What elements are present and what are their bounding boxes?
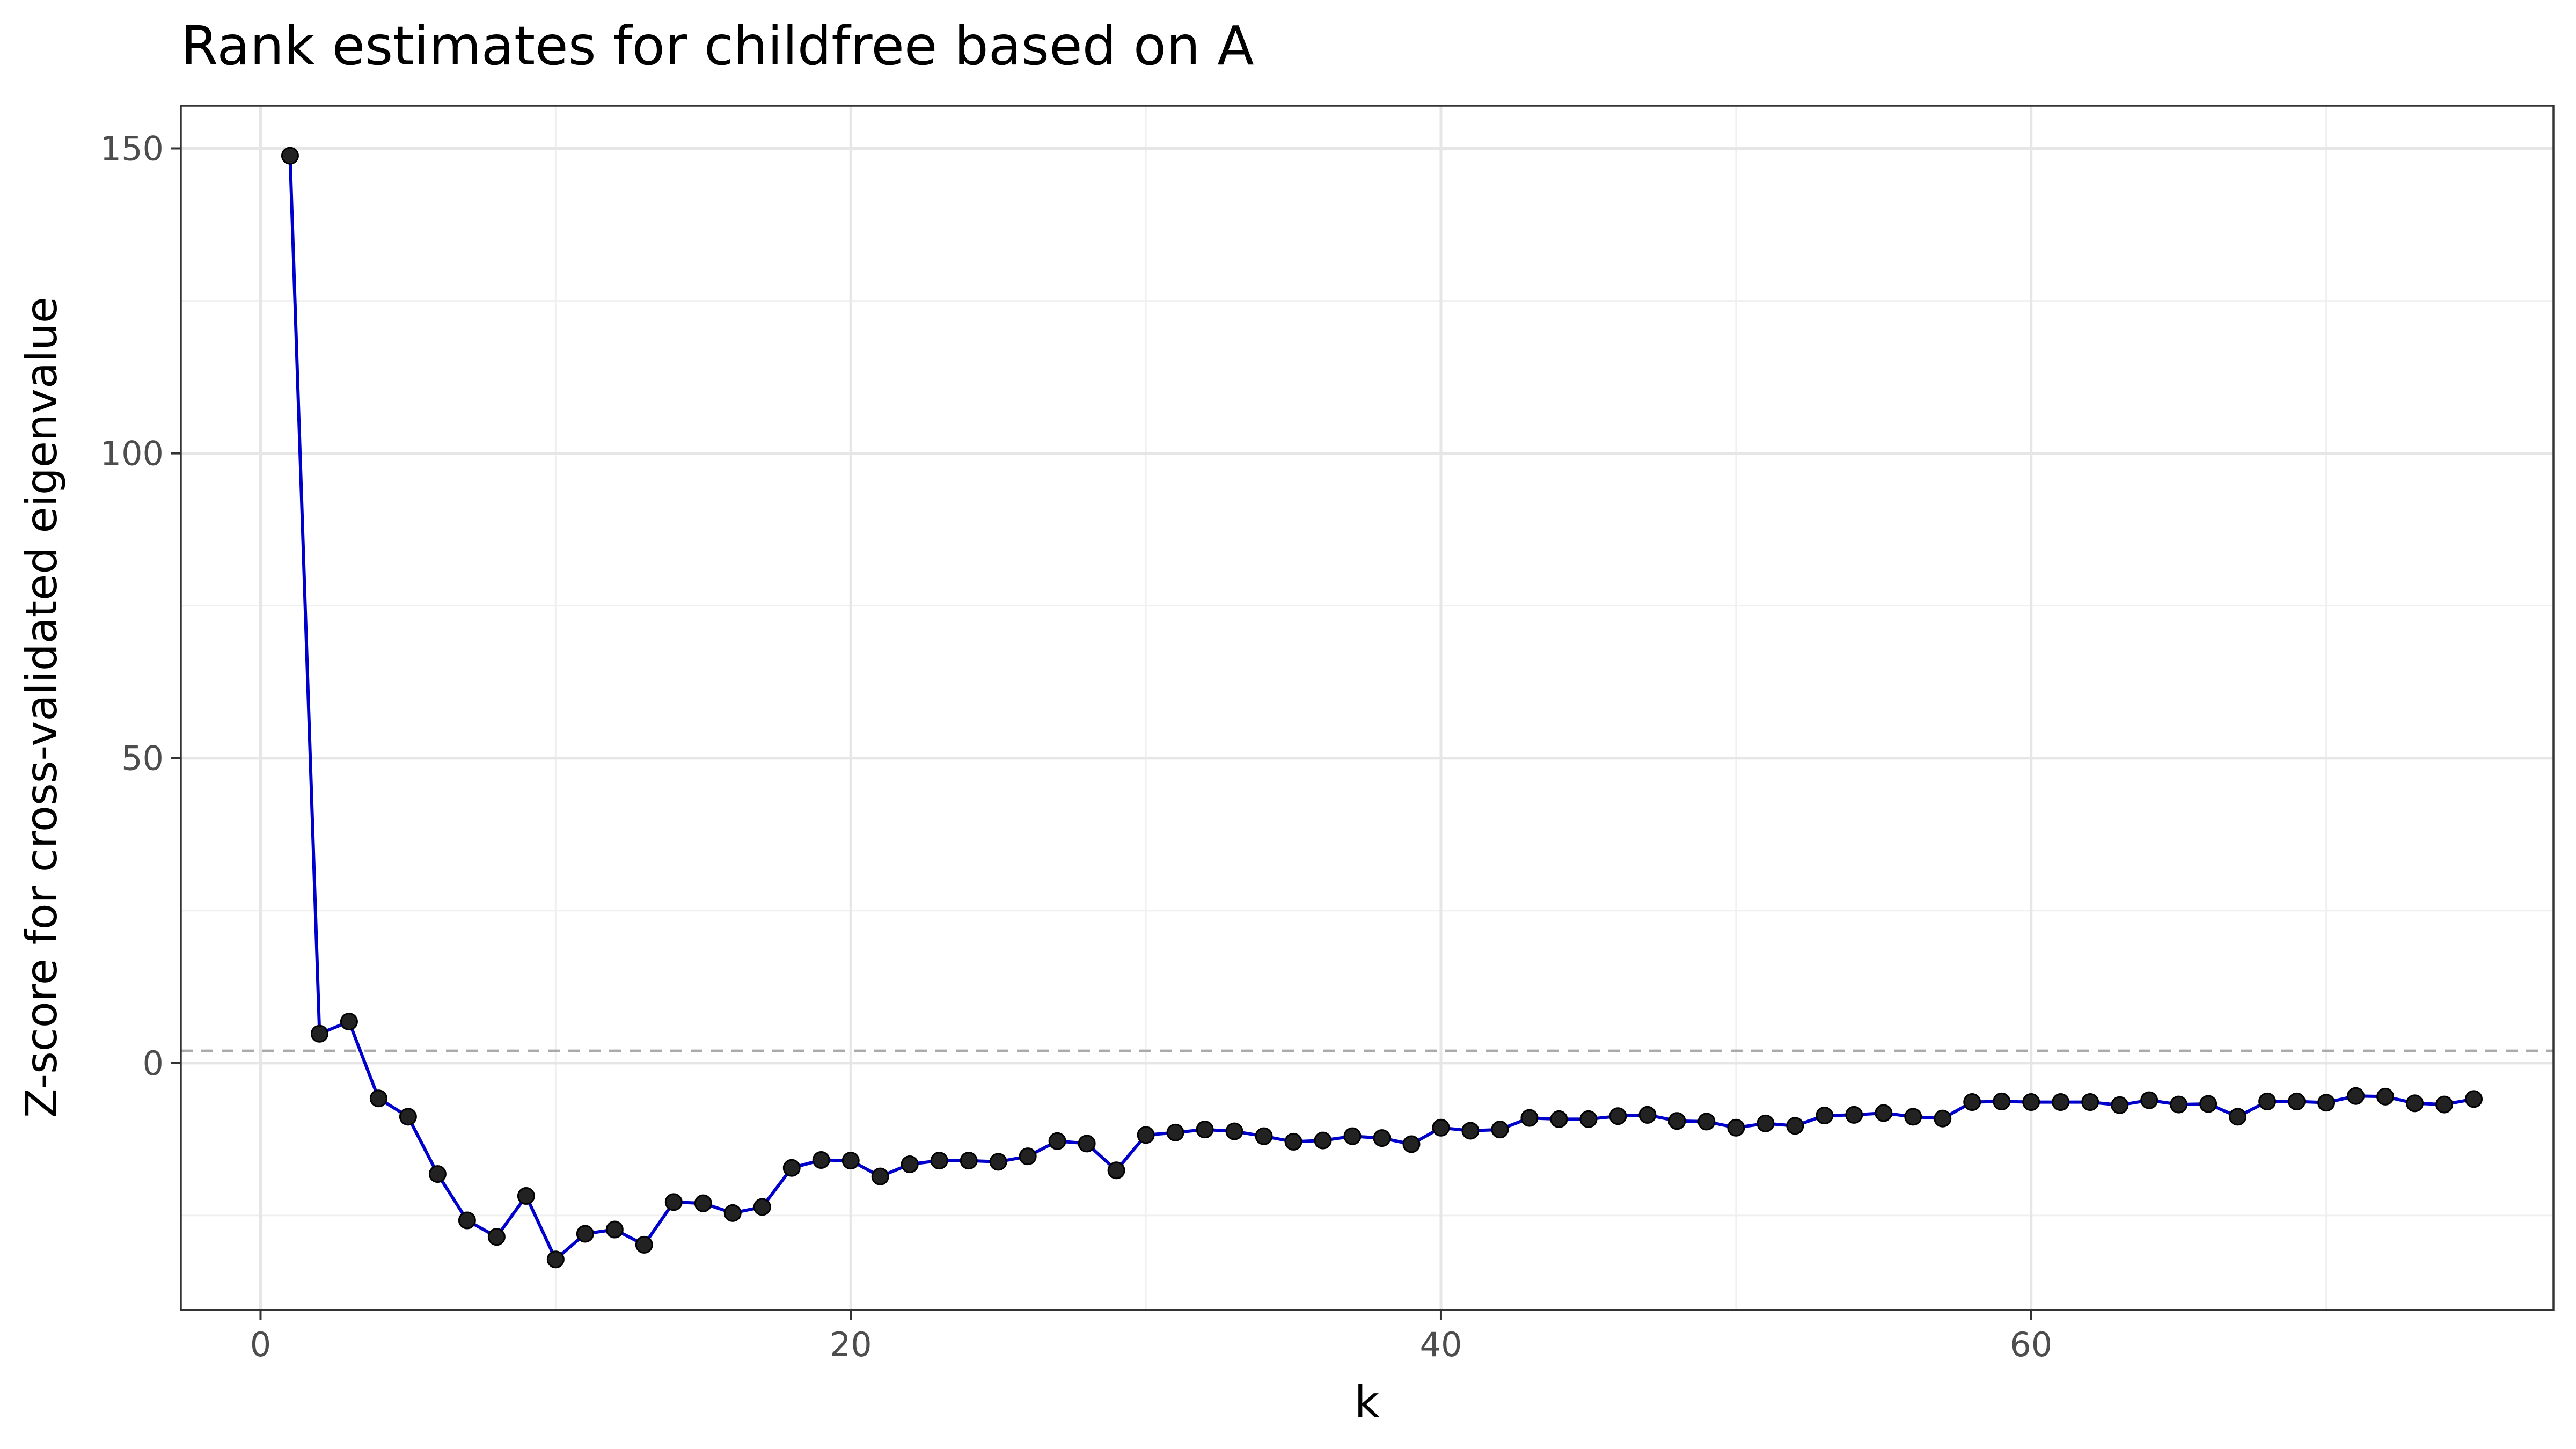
data-point <box>1343 1127 1362 1145</box>
y-axis-title: Z-score for cross-validated eigenvalue <box>17 297 67 1118</box>
data-point <box>1048 1132 1066 1150</box>
data-point <box>310 1024 328 1043</box>
plot-panel-border <box>180 105 2555 1311</box>
data-point <box>841 1152 860 1170</box>
plot-panel-background <box>181 106 2553 1310</box>
data-point <box>2170 1095 2188 1114</box>
data-point <box>1550 1110 1568 1128</box>
data-point <box>782 1159 801 1177</box>
chart-title: Rank estimates for childfree based on A <box>181 14 1254 77</box>
data-point <box>723 1204 742 1222</box>
data-point <box>960 1152 978 1170</box>
data-point <box>1137 1126 1155 1144</box>
x-tick-label: 60 <box>2010 1325 2052 1364</box>
grid-minor <box>181 106 2553 1310</box>
data-point <box>2435 1095 2454 1114</box>
data-point <box>1638 1106 1657 1124</box>
x-axis-ticks: 0 20 40 60 <box>250 1310 2052 1364</box>
data-point <box>1107 1161 1125 1180</box>
y-axis-ticks: 0 50 100 150 <box>100 129 181 1083</box>
data-point <box>1166 1123 1184 1141</box>
data-point <box>1697 1113 1716 1131</box>
x-tick-label: 20 <box>830 1325 872 1364</box>
data-point <box>1255 1127 1273 1145</box>
y-tick-label: 100 <box>100 434 164 473</box>
data-point <box>2229 1108 2247 1126</box>
data-point <box>1845 1106 1863 1124</box>
data-point <box>2081 1093 2099 1111</box>
data-point <box>1786 1117 1804 1135</box>
data-point <box>1609 1107 1627 1125</box>
x-axis-title: k <box>1355 1377 1380 1427</box>
data-point <box>1963 1093 1981 1111</box>
data-point <box>517 1187 535 1205</box>
data-point <box>1373 1129 1391 1147</box>
data-point <box>1520 1109 1539 1127</box>
data-point <box>2111 1096 2129 1114</box>
data-point <box>2465 1090 2483 1108</box>
y-tick-label: 50 <box>121 739 164 778</box>
data-point <box>930 1152 948 1170</box>
data-point <box>664 1193 683 1211</box>
data-point <box>989 1153 1007 1171</box>
data-point <box>1816 1107 1834 1125</box>
data-point <box>399 1108 417 1126</box>
data-point <box>428 1165 447 1183</box>
data-point <box>1875 1104 1893 1122</box>
x-tick-label: 40 <box>1420 1325 1462 1364</box>
data-point <box>1284 1132 1302 1151</box>
data-point <box>1668 1112 1686 1130</box>
data-point <box>1078 1135 1096 1153</box>
data-point <box>871 1167 889 1185</box>
data-point <box>1934 1109 1952 1128</box>
data-point <box>2376 1087 2395 1106</box>
data-point <box>2288 1092 2306 1110</box>
data-point <box>2140 1091 2158 1109</box>
data-point <box>1904 1108 1922 1126</box>
data-point <box>1993 1092 2011 1110</box>
y-tick-label: 150 <box>100 129 164 169</box>
data-point <box>1757 1114 1775 1132</box>
data-point <box>753 1198 771 1216</box>
x-tick-label: 0 <box>250 1325 271 1364</box>
data-point <box>1019 1147 1037 1166</box>
data-point <box>369 1089 387 1108</box>
data-point <box>1225 1122 1243 1140</box>
data-point <box>1461 1122 1480 1140</box>
data-point <box>458 1211 476 1230</box>
data-point <box>2052 1093 2070 1111</box>
data-point <box>1432 1118 1450 1137</box>
data-point <box>605 1220 624 1239</box>
data-point <box>2406 1094 2424 1113</box>
data-point <box>281 147 299 165</box>
data-point <box>901 1155 919 1173</box>
data-point <box>812 1151 830 1169</box>
data-point <box>1579 1110 1598 1128</box>
data-points <box>281 147 2483 1269</box>
data-point <box>340 1013 358 1031</box>
data-point <box>2258 1092 2277 1110</box>
data-point <box>576 1225 594 1243</box>
data-point <box>1402 1135 1421 1153</box>
data-point <box>1196 1121 1214 1139</box>
data-point <box>2199 1095 2218 1113</box>
data-point <box>487 1228 506 1246</box>
data-point <box>546 1250 565 1269</box>
data-point <box>1314 1131 1332 1150</box>
data-point <box>2317 1094 2336 1112</box>
data-point <box>1727 1118 1745 1137</box>
data-point <box>1491 1121 1509 1139</box>
data-point <box>694 1194 712 1212</box>
data-point <box>635 1235 653 1254</box>
grid-major <box>181 106 2553 1310</box>
data-point <box>2347 1087 2365 1105</box>
data-point <box>2022 1093 2040 1111</box>
y-tick-label: 0 <box>143 1044 164 1083</box>
